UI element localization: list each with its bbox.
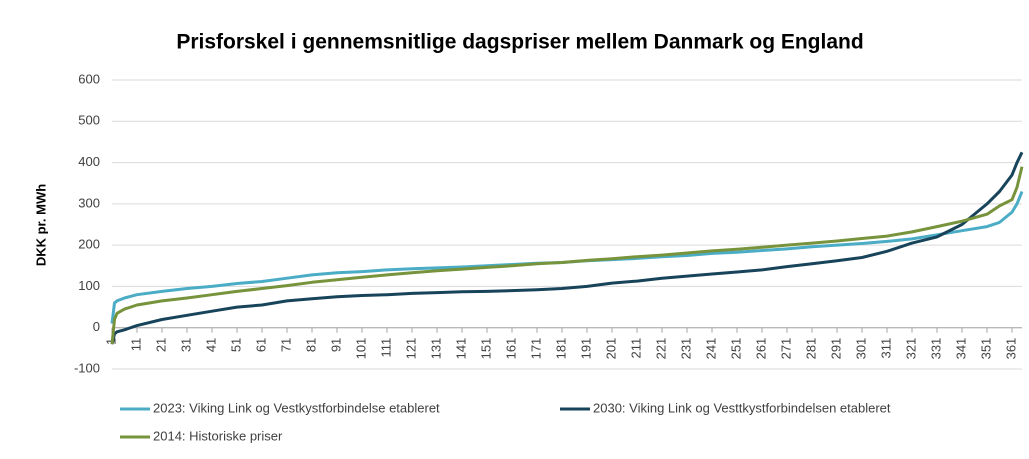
y-tick-label: 500 bbox=[78, 113, 100, 128]
y-tick-label: 200 bbox=[78, 237, 100, 252]
x-tick-label: 231 bbox=[678, 338, 693, 360]
x-tick-label: 341 bbox=[953, 338, 968, 360]
x-tick-label: 201 bbox=[603, 338, 618, 360]
series-line bbox=[110, 166, 1024, 345]
x-tick-label: 91 bbox=[328, 338, 343, 352]
x-tick-label: 301 bbox=[853, 338, 868, 360]
y-tick-label: 400 bbox=[78, 154, 100, 169]
x-tick-label: 271 bbox=[778, 338, 793, 360]
x-tick-label: 21 bbox=[153, 338, 168, 352]
y-axis-label: DKK pr. MWh bbox=[33, 184, 48, 266]
legend-label: 2014: Historiske priser bbox=[153, 428, 283, 443]
chart-title: Prisforskel i gennemsnitlige dagspriser … bbox=[176, 31, 863, 54]
legend-label: 2023: Viking Link og Vestkystforbindelse… bbox=[153, 400, 440, 415]
y-tick-label: 600 bbox=[78, 71, 100, 86]
x-tick-label: 181 bbox=[553, 338, 568, 360]
x-tick-label: 281 bbox=[803, 338, 818, 360]
y-tick-label: -100 bbox=[74, 360, 100, 375]
x-tick-label: 311 bbox=[878, 338, 893, 359]
x-tick-label: 171 bbox=[528, 338, 543, 360]
x-tick-label: 151 bbox=[478, 338, 493, 360]
y-tick-label: 300 bbox=[78, 195, 100, 210]
x-tick-label: 361 bbox=[1003, 338, 1018, 360]
x-tick-label: 351 bbox=[978, 338, 993, 360]
x-tick-label: 211 bbox=[628, 338, 643, 359]
x-tick-label: 61 bbox=[253, 338, 268, 352]
x-tick-label: 121 bbox=[403, 338, 418, 360]
x-tick-label: 31 bbox=[178, 338, 193, 352]
x-tick-label: 11 bbox=[128, 338, 143, 352]
y-tick-label: 100 bbox=[78, 278, 100, 293]
x-tick-label: 251 bbox=[728, 338, 743, 360]
x-tick-label: 81 bbox=[303, 338, 318, 352]
x-tick-label: 221 bbox=[653, 338, 668, 360]
y-tick-label: 0 bbox=[93, 319, 100, 334]
x-tick-label: 161 bbox=[503, 338, 518, 360]
x-tick-label: 41 bbox=[203, 338, 218, 352]
x-tick-label: 321 bbox=[903, 338, 918, 360]
x-tick-label: 191 bbox=[578, 338, 593, 360]
series-line bbox=[110, 151, 1024, 345]
x-tick-label: 331 bbox=[928, 338, 943, 360]
x-tick-label: 51 bbox=[228, 338, 243, 352]
x-tick-label: 261 bbox=[753, 338, 768, 360]
legend-label: 2030: Viking Link og Vesttkystforbindels… bbox=[593, 400, 891, 415]
x-tick-label: 71 bbox=[278, 338, 293, 352]
x-tick-label: 291 bbox=[828, 338, 843, 360]
x-tick-label: 241 bbox=[703, 338, 718, 360]
x-tick-label: 101 bbox=[353, 338, 368, 360]
x-tick-label: 131 bbox=[428, 338, 443, 360]
x-tick-label: 111 bbox=[378, 338, 393, 358]
x-tick-label: 141 bbox=[453, 338, 468, 360]
